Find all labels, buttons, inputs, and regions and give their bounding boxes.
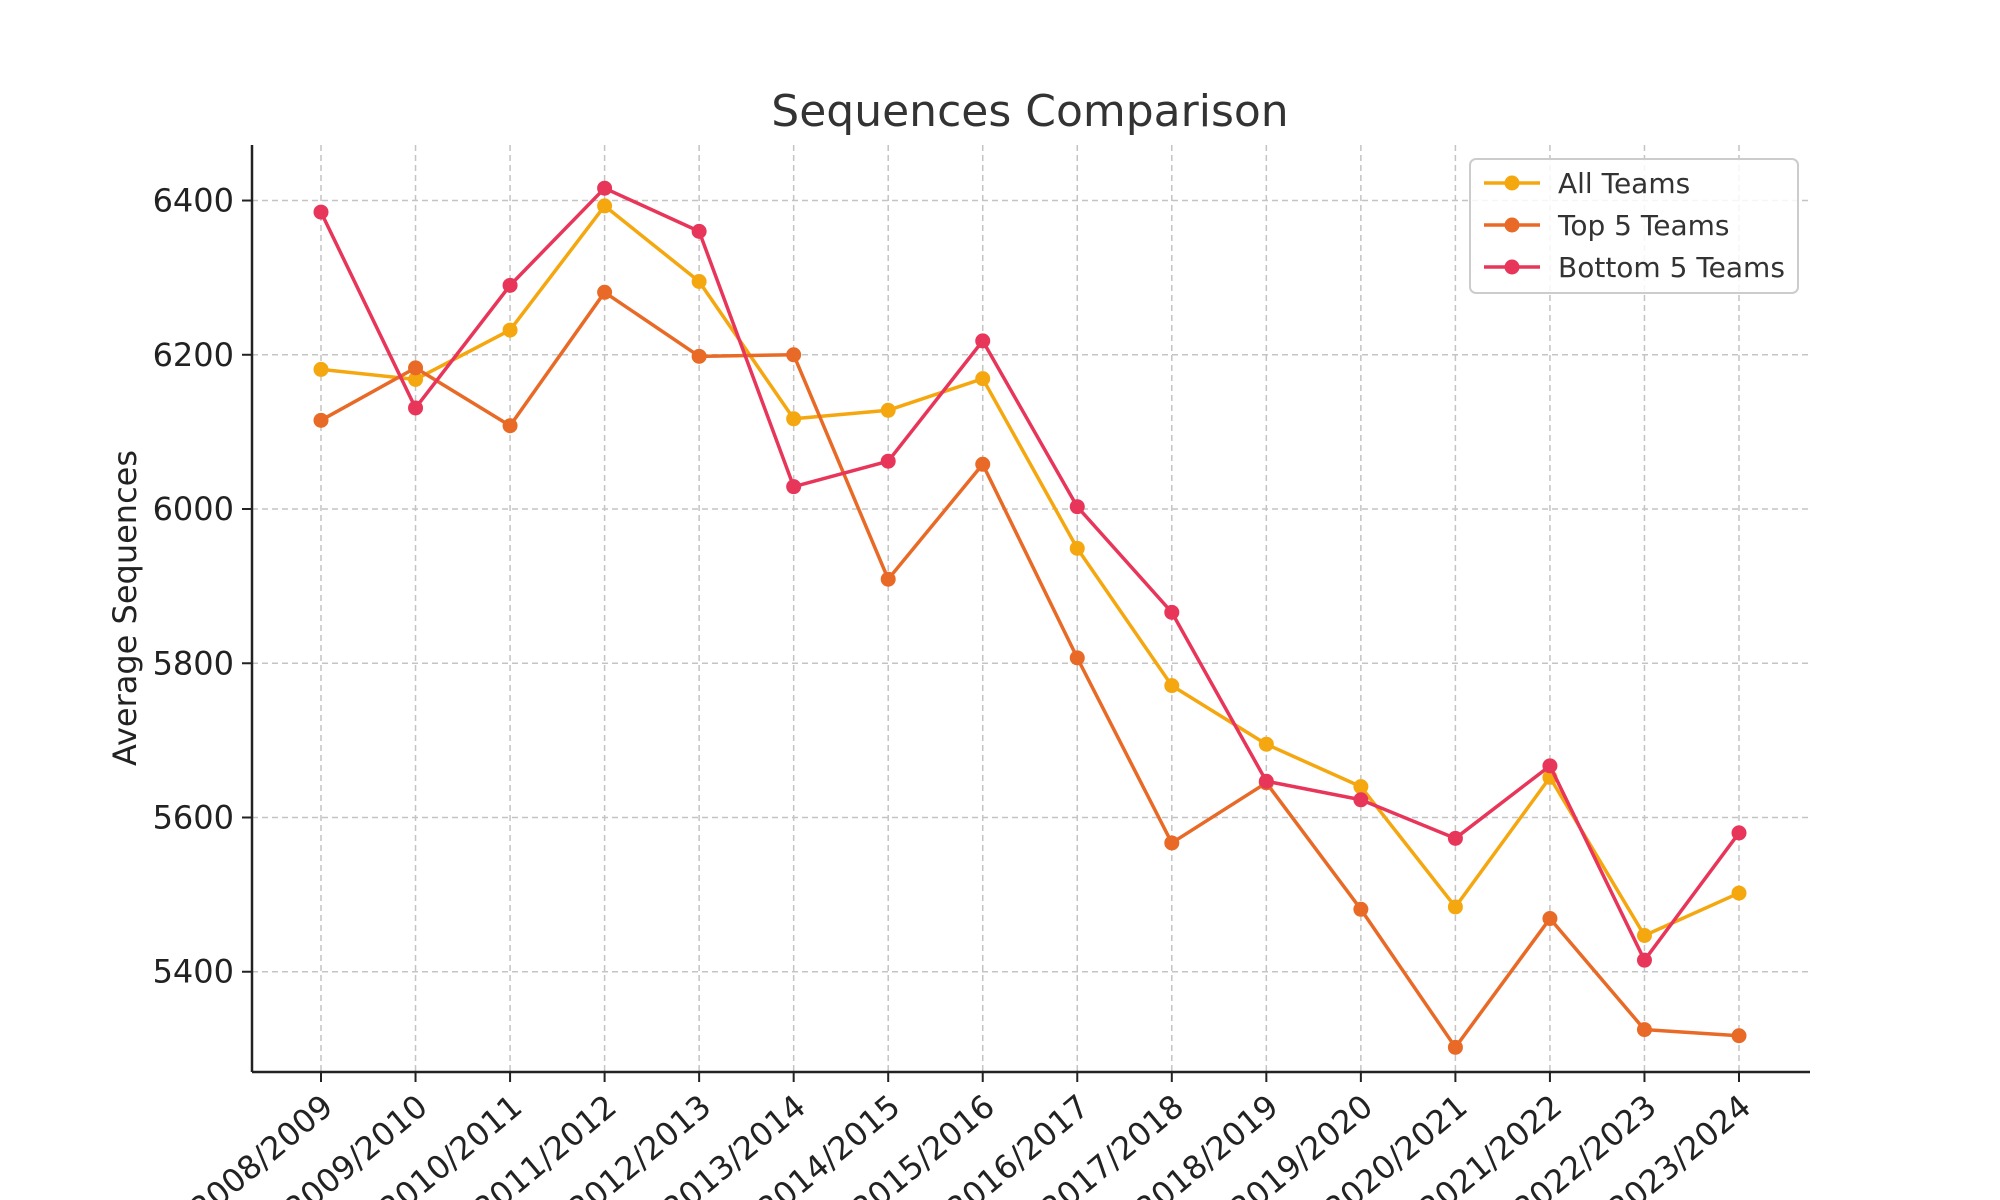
- data-point[interactable]: [1542, 911, 1558, 927]
- data-point[interactable]: [786, 479, 802, 495]
- data-point[interactable]: [1542, 758, 1558, 774]
- data-point[interactable]: [313, 412, 329, 428]
- x-ticks: 2008/20092009/20102010/20112011/20122012…: [183, 1072, 1758, 1200]
- data-point[interactable]: [880, 402, 896, 418]
- data-point[interactable]: [786, 347, 802, 363]
- data-point[interactable]: [691, 223, 707, 239]
- y-axis-label: Average Sequences: [106, 450, 144, 766]
- data-point[interactable]: [1636, 952, 1652, 968]
- y-tick-label: 5800: [153, 644, 234, 682]
- legend-marker: [1504, 175, 1520, 191]
- data-point[interactable]: [880, 453, 896, 469]
- data-point[interactable]: [691, 274, 707, 290]
- y-tick-label: 6000: [153, 490, 234, 528]
- y-tick-label: 6400: [153, 182, 234, 220]
- data-point[interactable]: [313, 204, 329, 220]
- y-tick-label: 6200: [153, 336, 234, 374]
- series-group: [313, 180, 1747, 1055]
- data-point[interactable]: [408, 371, 424, 387]
- legend-label: All Teams: [1558, 167, 1690, 200]
- y-tick-label: 5600: [153, 798, 234, 836]
- chart-title: Sequences Comparison: [771, 86, 1288, 137]
- data-point[interactable]: [880, 571, 896, 587]
- data-point[interactable]: [408, 400, 424, 416]
- data-point[interactable]: [975, 456, 991, 472]
- data-point[interactable]: [1731, 825, 1747, 841]
- series-line: [320, 290, 1740, 1050]
- data-point[interactable]: [1353, 792, 1369, 808]
- legend[interactable]: All Teams Top 5 Teams Bottom 5 Teams: [1469, 158, 1799, 294]
- data-point[interactable]: [597, 180, 613, 196]
- data-point[interactable]: [1353, 901, 1369, 917]
- series-top-5-teams: [313, 284, 1747, 1055]
- legend-item-all-teams[interactable]: All Teams: [1484, 167, 1690, 200]
- data-point[interactable]: [1164, 604, 1180, 620]
- data-point[interactable]: [502, 322, 518, 338]
- series-line: [320, 204, 1740, 938]
- legend-item-bottom-5-teams[interactable]: Bottom 5 Teams: [1484, 251, 1785, 284]
- data-point[interactable]: [1353, 779, 1369, 795]
- data-point[interactable]: [1447, 830, 1463, 846]
- legend-marker: [1504, 217, 1520, 233]
- legend-label: Bottom 5 Teams: [1558, 251, 1785, 284]
- data-point[interactable]: [691, 348, 707, 364]
- data-point[interactable]: [786, 411, 802, 427]
- legend-marker: [1504, 259, 1520, 275]
- legend-item-top-5-teams[interactable]: Top 5 Teams: [1484, 209, 1729, 242]
- series-all-teams: [313, 198, 1747, 943]
- y-ticks: 5400 5600 5800 6000 6200 6400: [153, 182, 252, 991]
- data-point[interactable]: [1069, 650, 1085, 666]
- data-point[interactable]: [1731, 1028, 1747, 1044]
- data-point[interactable]: [1447, 1039, 1463, 1055]
- y-tick-label: 5400: [153, 953, 234, 991]
- data-point[interactable]: [975, 333, 991, 349]
- data-point[interactable]: [1636, 927, 1652, 943]
- series-line: [319, 186, 1741, 962]
- data-point[interactable]: [408, 360, 424, 376]
- legend-box: [1469, 158, 1799, 294]
- data-point[interactable]: [1069, 499, 1085, 515]
- data-point[interactable]: [597, 284, 613, 300]
- legend-label: Top 5 Teams: [1557, 209, 1729, 242]
- data-point[interactable]: [1636, 1022, 1652, 1038]
- data-point[interactable]: [313, 361, 329, 377]
- data-point[interactable]: [597, 198, 613, 214]
- data-point[interactable]: [1447, 899, 1463, 915]
- series-bottom-5-teams: [313, 180, 1747, 968]
- data-point[interactable]: [1069, 540, 1085, 556]
- data-point[interactable]: [1164, 678, 1180, 694]
- data-point[interactable]: [502, 277, 518, 293]
- data-point[interactable]: [1258, 773, 1274, 789]
- data-point[interactable]: [502, 418, 518, 434]
- data-point[interactable]: [1731, 885, 1747, 901]
- data-point[interactable]: [1164, 835, 1180, 851]
- data-point[interactable]: [975, 371, 991, 387]
- data-point[interactable]: [1258, 736, 1274, 752]
